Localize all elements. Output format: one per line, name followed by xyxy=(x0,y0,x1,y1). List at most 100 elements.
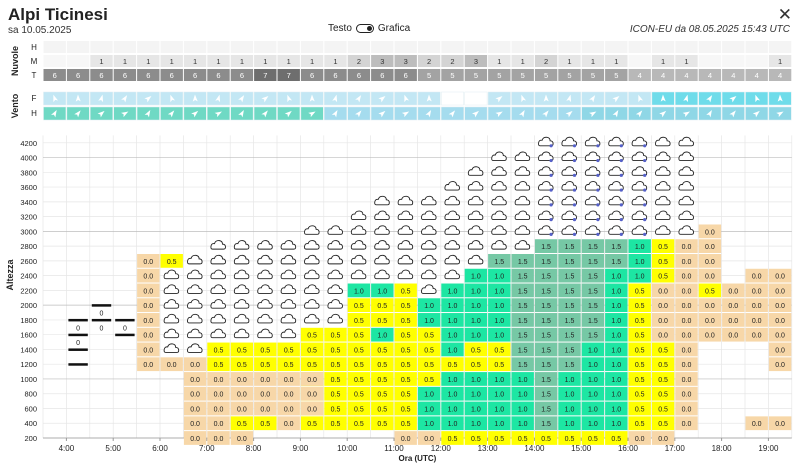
lift-value: 0.0 xyxy=(728,318,738,325)
cloud-cell-H xyxy=(394,41,417,53)
cloud-value-M: 1 xyxy=(287,57,291,66)
lift-cell xyxy=(441,342,464,357)
wind-arrow-icon xyxy=(495,111,503,118)
cloud-cell-T xyxy=(160,69,183,81)
cloud-icon xyxy=(678,136,694,147)
lift-cell xyxy=(254,416,277,431)
lift-value: 0.0 xyxy=(424,436,434,443)
storm-cloud-icon xyxy=(608,210,624,222)
lift-cell xyxy=(511,431,534,445)
lift-cell xyxy=(464,268,488,283)
lift-cell xyxy=(698,298,722,313)
lift-value: 0.5 xyxy=(424,347,434,354)
lift-cell xyxy=(581,372,605,386)
lift-cell xyxy=(511,283,534,298)
cloud-icon xyxy=(397,225,414,235)
lift-value: 1.0 xyxy=(494,421,504,428)
cloud-cell-H xyxy=(43,41,66,53)
lift-cell xyxy=(698,283,722,298)
lift-value: 0.0 xyxy=(143,259,153,266)
wind-arrow-icon xyxy=(426,94,432,102)
lift-cell xyxy=(347,401,371,416)
lift-value: 0.0 xyxy=(260,392,270,399)
storm-cloud-icon xyxy=(631,136,648,148)
lift-cell xyxy=(628,357,651,372)
wind-arrow-icon xyxy=(191,110,199,118)
lift-value: 0.0 xyxy=(635,436,645,443)
lift-cell xyxy=(207,357,230,372)
lift-cell xyxy=(605,268,628,283)
lift-cell xyxy=(651,431,675,445)
wind-arrow-icon xyxy=(355,95,362,103)
lift-value: 1.5 xyxy=(565,288,575,295)
lift-value: 0.5 xyxy=(424,362,434,369)
lift-cell xyxy=(628,254,651,268)
cloud-value-M: 1 xyxy=(216,57,220,66)
lift-cell xyxy=(230,416,254,431)
lift-value: 1.0 xyxy=(611,362,621,369)
cloud-cell-T xyxy=(488,69,511,81)
cloud-icon xyxy=(233,269,250,280)
lift-value: 0.0 xyxy=(775,362,785,369)
model-info: ICON-EU da 08.05.2025 15:43 UTC xyxy=(629,24,790,35)
altitude-label: 2000 xyxy=(20,301,37,310)
cloud-cell-T xyxy=(394,69,417,81)
cloud-icon xyxy=(421,254,437,265)
lift-cell xyxy=(534,342,558,357)
clouds-section-label: Nuvole xyxy=(10,46,20,76)
lift-cell xyxy=(488,401,511,416)
lift-cell xyxy=(605,357,628,372)
lift-cell xyxy=(605,431,628,445)
cloud-cell-H xyxy=(698,41,722,53)
hour-label: 17:00 xyxy=(665,444,686,453)
cloud-icon xyxy=(280,299,297,309)
lift-cell xyxy=(534,357,558,372)
storm-cloud-icon xyxy=(608,195,624,207)
lift-value: 0.0 xyxy=(728,288,738,295)
lift-value: 0.5 xyxy=(448,436,458,443)
lift-cell xyxy=(230,386,254,401)
wind-arrow-icon xyxy=(121,95,128,103)
toggle-switch[interactable] xyxy=(355,24,374,33)
hour-label: 14:00 xyxy=(524,444,545,453)
lift-value: 0.5 xyxy=(471,347,481,354)
lift-value: 0.5 xyxy=(658,274,668,281)
lift-cell xyxy=(581,401,605,416)
lift-value: 0.0 xyxy=(682,288,692,295)
cloud-cell-T xyxy=(277,69,300,81)
lift-cell xyxy=(651,327,675,342)
lift-value: 0.0 xyxy=(752,333,762,340)
cloud-icon xyxy=(210,254,226,265)
lift-cell xyxy=(581,416,605,431)
lift-value: 1.0 xyxy=(565,377,575,384)
cloud-cell-H xyxy=(651,41,675,53)
cloud-icon xyxy=(444,181,460,191)
cloud-cell-M xyxy=(254,55,277,67)
lift-cell xyxy=(417,431,441,445)
lift-value: 1.0 xyxy=(518,421,528,428)
lift-value: 0.5 xyxy=(588,436,598,443)
lift-cell xyxy=(768,342,792,357)
lift-value: 0.5 xyxy=(354,377,364,384)
station-bar xyxy=(115,318,135,322)
wind-arrow-icon xyxy=(659,110,667,118)
lift-cell xyxy=(254,401,277,416)
cloud-cell-H xyxy=(371,41,394,53)
hour-label: 18:00 xyxy=(712,444,733,453)
cloud-cell-T xyxy=(66,69,90,81)
cloud-icon xyxy=(678,195,694,206)
cloud-icon xyxy=(257,313,273,324)
cloud-cell-H xyxy=(347,41,371,53)
altitude-label: 200 xyxy=(24,434,37,443)
lift-value: 0.0 xyxy=(284,377,294,384)
lift-cell xyxy=(347,386,371,401)
view-toggle[interactable]: Testo Grafica xyxy=(328,23,410,34)
lift-cell xyxy=(277,372,300,386)
storm-cloud-icon xyxy=(561,151,577,163)
close-icon[interactable]: ✕ xyxy=(777,5,792,24)
cloud-cell-M xyxy=(511,55,534,67)
lift-cell xyxy=(651,268,675,283)
cloud-value-T: 5 xyxy=(591,71,595,80)
lift-cell xyxy=(488,327,511,342)
